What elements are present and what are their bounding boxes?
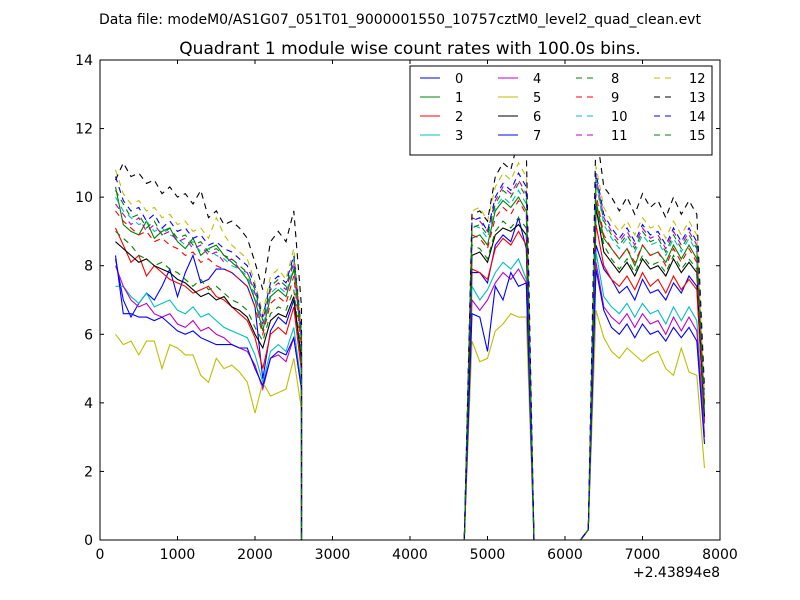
series-line-10 — [115, 183, 706, 540]
legend-label-11: 11 — [611, 129, 628, 144]
series-line-4 — [114, 262, 706, 540]
x-tick-label: 2000 — [237, 547, 273, 563]
legend-label-4: 4 — [533, 72, 541, 87]
series-line-6 — [115, 207, 706, 540]
series-line-13 — [114, 128, 706, 540]
y-tick-label: 8 — [84, 259, 93, 275]
series-line-9 — [115, 193, 706, 540]
x-axis: 0 1000 2000 3000 4000 5000 6000 7000 8000 — [96, 60, 738, 563]
series-line-1 — [114, 186, 706, 540]
x-tick-label: 5000 — [470, 547, 506, 563]
series-group — [114, 128, 706, 540]
legend-label-6: 6 — [533, 110, 541, 125]
x-tick-label: 4000 — [392, 547, 428, 563]
legend-label-5: 5 — [533, 91, 541, 106]
legend-label-7: 7 — [533, 129, 541, 144]
legend-label-1: 1 — [455, 91, 463, 106]
series-line-11 — [115, 176, 706, 540]
series-line-15 — [115, 179, 706, 540]
legend-label-10: 10 — [611, 110, 628, 125]
series-line-0 — [114, 215, 706, 540]
x-tick-label: 6000 — [547, 547, 583, 563]
y-tick-label: 12 — [75, 122, 93, 138]
legend-label-15: 15 — [689, 129, 706, 144]
series-line-12 — [114, 161, 706, 540]
suptitle: Data file: modeM0/AS1G07_051T01_90000015… — [99, 12, 701, 28]
y-tick-label: 14 — [75, 53, 93, 69]
legend-label-9: 9 — [611, 91, 619, 106]
x-tick-label: 3000 — [315, 547, 351, 563]
chart-title: Quadrant 1 module wise count rates with … — [179, 39, 640, 59]
legend-frame — [409, 65, 713, 156]
series-line-2 — [114, 224, 706, 540]
y-tick-label: 2 — [84, 464, 93, 480]
y-tick-label: 4 — [84, 396, 93, 412]
x-tick-label: 1000 — [160, 547, 196, 563]
legend-label-14: 14 — [689, 110, 706, 125]
series-line-7 — [114, 255, 706, 540]
legend-label-2: 2 — [455, 110, 463, 125]
y-tick-label: 0 — [84, 533, 93, 549]
y-tick-label: 10 — [75, 190, 93, 206]
legend-label-13: 13 — [689, 91, 706, 106]
legend-label-3: 3 — [455, 129, 463, 144]
x-tick-label: 0 — [96, 547, 105, 563]
legend-label-0: 0 — [455, 72, 463, 87]
plot-area: 0 1000 2000 3000 4000 5000 6000 7000 8000 0 2 4 6 8 1… — [75, 53, 738, 581]
legend-label-12: 12 — [689, 72, 706, 87]
x-tick-label: 8000 — [702, 547, 738, 563]
x-offset-label: +2.43894e8 — [633, 565, 720, 581]
x-tick-label: 7000 — [625, 547, 661, 563]
series-line-5 — [115, 310, 706, 540]
legend-label-8: 8 — [611, 72, 619, 87]
series-line-3 — [115, 251, 706, 540]
y-tick-label: 6 — [84, 327, 93, 343]
